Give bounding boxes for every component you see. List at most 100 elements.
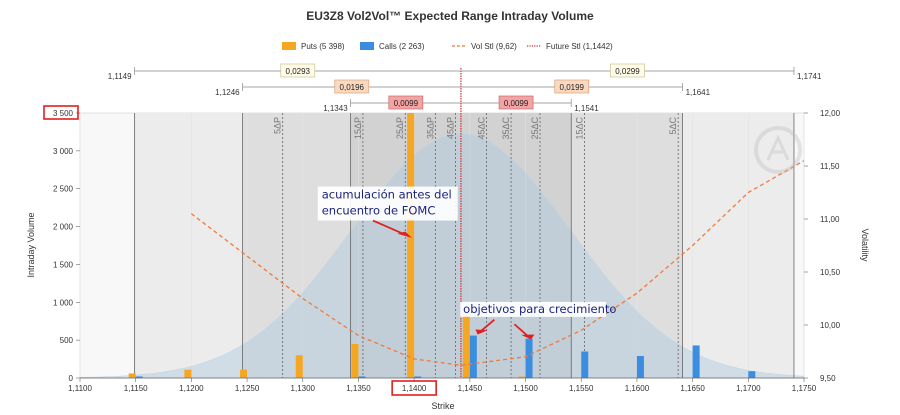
put-bar-6: [462, 313, 470, 378]
y-right-tick-0: 9,50: [820, 374, 836, 383]
y-right-tick-1: 10,00: [820, 321, 841, 330]
range-width-label-1-1: 0,0199: [560, 83, 585, 92]
legend-label-3: Future Stl (1,1442): [546, 42, 613, 51]
call-bar-6: [636, 356, 644, 378]
range-width-label-0-1: 0,0299: [615, 67, 640, 76]
highlight-y-tick: [43, 105, 79, 120]
range-width-label-1-0: 0,0196: [340, 83, 365, 92]
range-right-label-1: 1,1641: [686, 88, 711, 97]
y-left-tick-0: 0: [69, 374, 74, 383]
x-tick-6: 1,1400: [402, 384, 427, 393]
put-bar-7: [518, 376, 526, 378]
delta-label-5: 45ΔC: [477, 117, 487, 140]
delta-label-8: 15ΔC: [575, 117, 585, 140]
put-bar-0: [128, 373, 136, 378]
x-tick-11: 1,1650: [680, 384, 705, 393]
legend-swatch-0: [282, 42, 296, 50]
annotation-bg-1: [460, 301, 607, 317]
x-tick-7: 1,1450: [458, 384, 483, 393]
delta-label-3: 35ΔP: [425, 117, 435, 139]
put-bar-2: [240, 369, 248, 378]
x-tick-2: 1,1200: [179, 384, 204, 393]
annotation-arrow-1b: [513, 323, 529, 337]
vol-settle-line: [191, 160, 805, 366]
y-right-axis-label: Volatility: [860, 228, 870, 262]
delta-label-0: 5ΔP: [273, 117, 283, 134]
delta-label-2: 25ΔP: [395, 117, 405, 139]
call-bar-3: [469, 335, 477, 378]
chart-title: EU3Z8 Vol2Vol™ Expected Range Intraday V…: [306, 9, 594, 23]
put-bar-5: [407, 113, 415, 378]
put-bar-4: [351, 343, 359, 378]
y-left-tick-7: 3 500: [53, 109, 74, 118]
highlight-x-tick: [391, 380, 437, 396]
range-width-box-0-0: [280, 63, 316, 78]
annotation-text-1-0: objetivos para crecimiento: [463, 302, 616, 316]
y-left-tick-6: 3 000: [53, 147, 74, 156]
legend-label-0: Puts (5 398): [301, 42, 345, 51]
range-width-box-2-0: [388, 95, 424, 110]
delta-label-7: 25ΔC: [530, 117, 540, 140]
put-bar-1: [184, 369, 192, 378]
delta-label-6: 35ΔC: [501, 117, 511, 140]
range-width-box-1-0: [334, 79, 370, 94]
x-tick-3: 1,1250: [235, 384, 260, 393]
range-width-box-0-1: [610, 63, 645, 78]
y-right-tick-3: 11,00: [820, 215, 840, 224]
call-bar-4: [525, 338, 533, 378]
legend-label-2: Vol Stl (9,62): [471, 42, 517, 51]
x-tick-12: 1,1700: [736, 384, 761, 393]
y-right-tick-4: 11,50: [820, 162, 840, 171]
y-left-tick-5: 2 500: [53, 185, 74, 194]
x-tick-1: 1,1150: [124, 384, 148, 393]
x-tick-10: 1,1600: [625, 384, 650, 393]
annotation-arrowhead-1a: [475, 329, 488, 335]
range-left-label-1: 1,1246: [215, 88, 240, 97]
x-tick-5: 1,1350: [346, 384, 371, 393]
annotation-arrowhead-1b: [521, 334, 535, 340]
y-left-tick-3: 1 500: [53, 260, 74, 269]
range-right-label-2: 1,1541: [574, 104, 599, 113]
range-left-label-2: 1,1343: [323, 104, 348, 113]
y-left-axis-label: Intraday Volume: [26, 212, 36, 277]
x-tick-8: 1,1500: [513, 384, 538, 393]
call-bar-8: [748, 371, 756, 378]
x-tick-9: 1,1550: [569, 384, 594, 393]
annotation-arrowhead-0: [397, 231, 412, 238]
delta-label-9: 5ΔC: [668, 117, 678, 135]
x-axis-label: Strike: [431, 401, 454, 411]
range-width-box-2-1: [498, 95, 534, 110]
delta-label-1: 15ΔP: [353, 117, 363, 139]
legend-swatch-1: [360, 42, 374, 50]
legend-label-1: Calls (2 263): [379, 42, 425, 51]
x-tick-0: 1,1100: [68, 384, 92, 393]
range-width-label-0-0: 0,0293: [286, 67, 311, 76]
call-bar-1: [358, 376, 366, 378]
annotation-text-0-1: encuentro de FOMC: [322, 204, 436, 218]
range-right-label-0: 1,1741: [797, 72, 822, 81]
x-tick-4: 1,1300: [291, 384, 316, 393]
call-bar-2: [414, 376, 422, 378]
y-left-tick-2: 1 000: [53, 298, 74, 307]
range-width-box-1-1: [554, 79, 590, 94]
y-left-tick-1: 500: [60, 336, 74, 345]
call-bar-0: [135, 376, 143, 378]
y-right-tick-5: 12,00: [820, 109, 841, 118]
range-left-label-0: 1,1149: [108, 72, 132, 81]
annotation-arrow-1a: [480, 319, 495, 332]
call-bar-7: [692, 345, 700, 378]
y-right-tick-2: 10,50: [820, 268, 841, 277]
call-bar-5: [581, 351, 589, 378]
delta-label-4: 45ΔP: [445, 117, 455, 139]
put-bar-3: [295, 355, 303, 378]
watermark-ring: [754, 126, 802, 174]
y-left-tick-4: 2 000: [53, 223, 74, 232]
annotation-text-0-0: acumulación antes del: [322, 188, 452, 202]
watermark-logo-icon: [754, 126, 802, 174]
watermark-mark: [766, 134, 790, 161]
annotation-bg-0: [317, 186, 458, 221]
range-width-label-2-0: 0,0099: [394, 99, 419, 108]
x-tick-13: 1,1750: [792, 384, 817, 393]
